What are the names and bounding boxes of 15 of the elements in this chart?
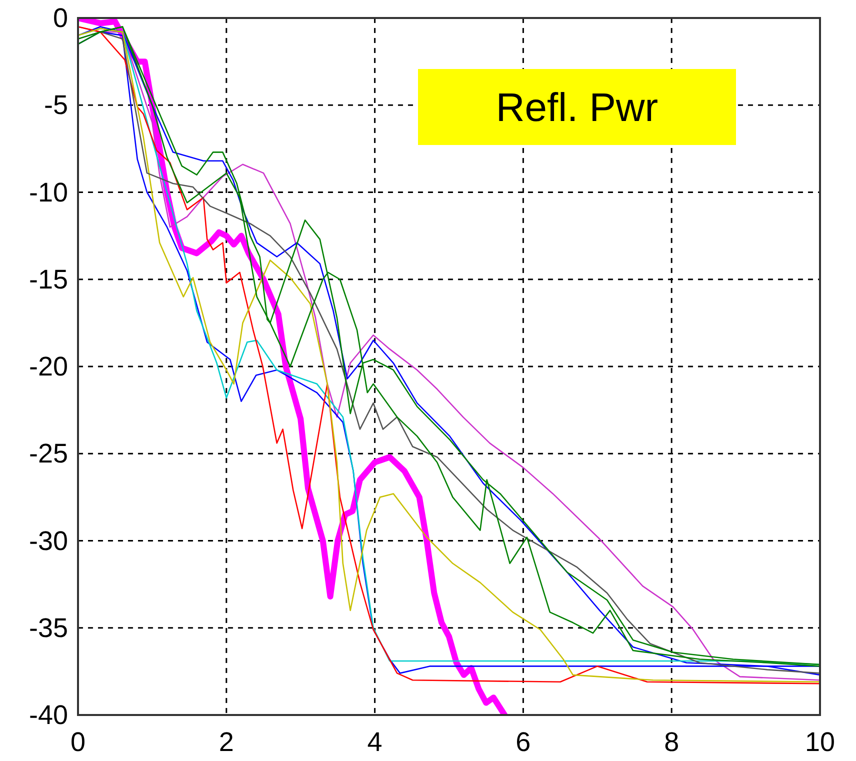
x-tick-label: 6 [516,727,531,757]
y-tick-label: 0 [52,3,68,33]
y-tick-label: -35 [28,612,68,643]
x-tick-label: 2 [218,727,234,757]
y-tick-label: -5 [44,90,68,120]
y-tick-label: -40 [28,700,68,730]
y-tick-label: -30 [28,526,68,556]
x-tick-label: 10 [804,727,836,757]
y-tick-label: -25 [28,438,68,469]
x-tick-label: 8 [664,727,680,757]
y-tick-label: -15 [28,264,68,294]
y-tick-label: -20 [28,352,68,382]
x-tick-label: 4 [367,727,382,757]
y-tick-label: -10 [28,177,68,208]
text: Refl. Pwr [496,86,658,130]
